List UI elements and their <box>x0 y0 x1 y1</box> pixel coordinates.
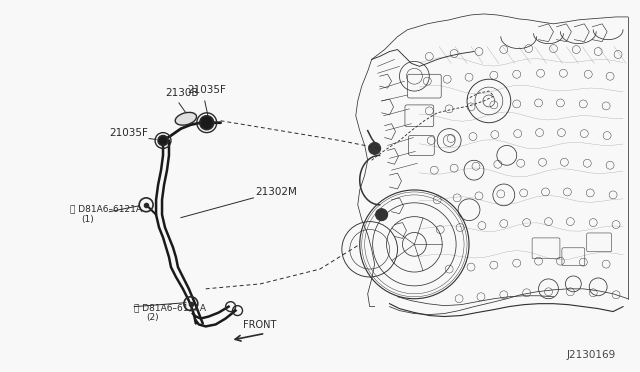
Text: (2): (2) <box>146 314 159 323</box>
Ellipse shape <box>175 112 196 125</box>
Text: J2130169: J2130169 <box>567 350 616 360</box>
Text: 21035F: 21035F <box>109 128 148 138</box>
Circle shape <box>158 135 168 145</box>
Circle shape <box>369 142 381 154</box>
Text: Ⓑ D81A6–6121A: Ⓑ D81A6–6121A <box>134 304 206 312</box>
Circle shape <box>200 116 214 129</box>
Text: (1): (1) <box>81 215 94 224</box>
Text: FRONT: FRONT <box>243 320 276 330</box>
Text: 21035F: 21035F <box>187 85 226 95</box>
Text: 21302M: 21302M <box>255 187 298 197</box>
Circle shape <box>376 209 388 221</box>
Text: 2130B: 2130B <box>165 88 198 98</box>
Text: Ⓑ D81A6–6121A: Ⓑ D81A6–6121A <box>70 205 141 214</box>
